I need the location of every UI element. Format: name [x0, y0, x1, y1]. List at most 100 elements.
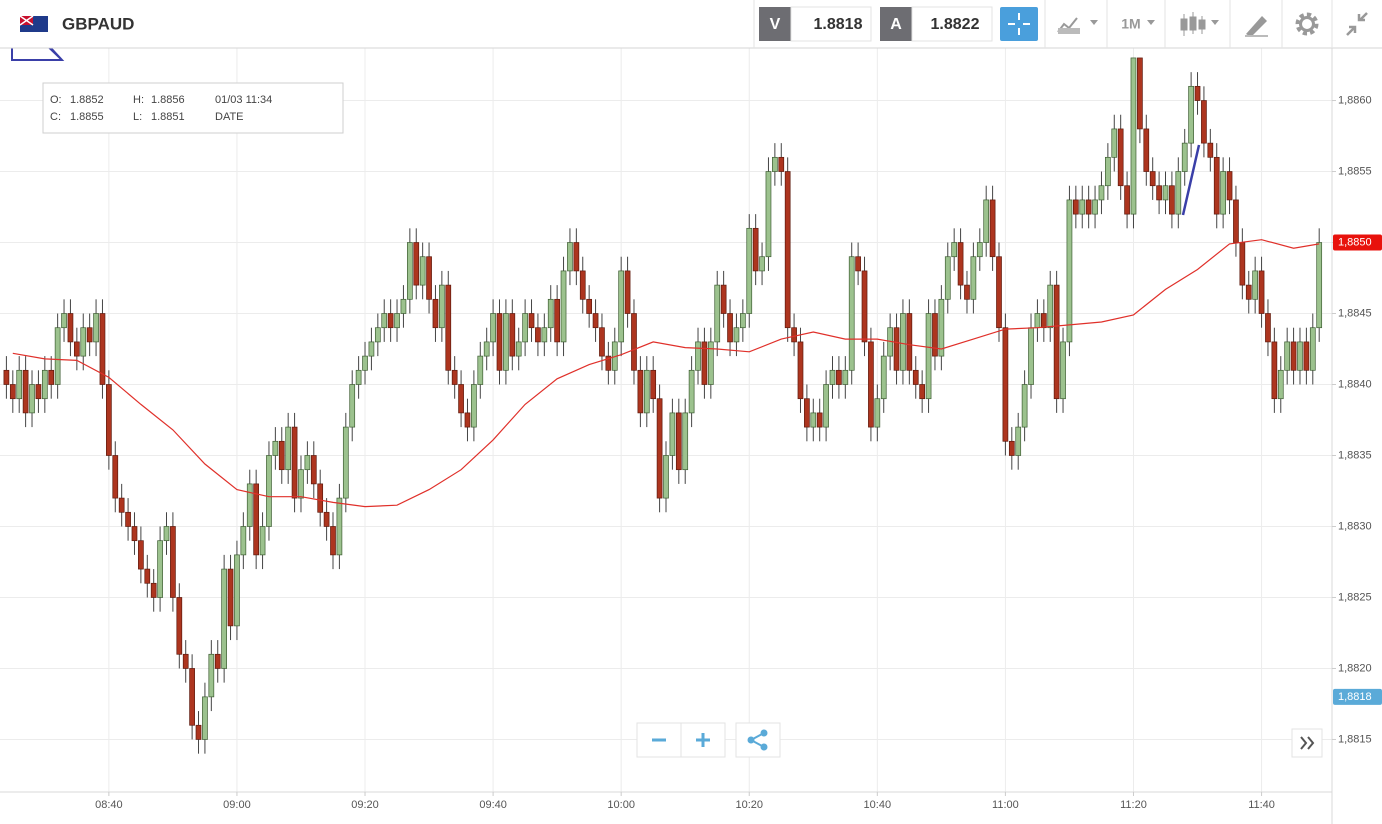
candle-body [61, 313, 67, 329]
candle-body [1316, 242, 1323, 329]
settings-button[interactable] [1295, 12, 1319, 36]
candle-body [1303, 341, 1310, 371]
draw-button[interactable] [1245, 16, 1268, 37]
crosshair-button[interactable] [1000, 7, 1038, 41]
scroll-latest-button[interactable] [1291, 728, 1323, 758]
candle-body [381, 313, 388, 329]
candle-body [9, 384, 16, 400]
candle-body [266, 455, 272, 527]
moving-average [12, 239, 1320, 508]
buy-button[interactable]: A 1.8822 [880, 6, 993, 42]
candle-body [746, 227, 753, 314]
candle-body [1239, 242, 1246, 286]
candle-body [675, 412, 682, 471]
candle-body [253, 483, 260, 556]
header [0, 0, 1382, 48]
candle-body [573, 242, 580, 272]
tooltip-date-label: DATE [215, 111, 244, 123]
tooltip-label: L: [133, 111, 142, 123]
candle-body [829, 369, 836, 385]
candle-body [41, 369, 48, 400]
candle-body [957, 242, 964, 286]
candle-body [1040, 313, 1047, 329]
candle-body [624, 270, 631, 314]
candle-body [515, 341, 522, 357]
candle-body [714, 284, 721, 343]
candle-body [1156, 185, 1162, 201]
candle-body [445, 284, 452, 371]
share-button[interactable] [735, 722, 781, 758]
candle-body [1169, 185, 1175, 215]
candle-body [1309, 327, 1316, 371]
drawn-line[interactable] [1181, 144, 1201, 216]
candle-body [1207, 142, 1214, 158]
candle-body [855, 256, 861, 272]
candle-body [464, 412, 471, 428]
candle-body [592, 313, 599, 329]
x-tick-label: 09:20 [351, 799, 379, 811]
candle-body [535, 327, 541, 343]
candle-body [842, 369, 849, 385]
candle-body [80, 327, 87, 357]
sell-button[interactable]: V 1.8818 [759, 6, 872, 42]
candle-body [374, 327, 381, 343]
chart-type-button[interactable] [1057, 17, 1098, 34]
y-tick-label: 1,8820 [1338, 662, 1372, 674]
candle-body [35, 384, 42, 400]
candle-body [900, 313, 906, 371]
timeframe-button[interactable]: 1M [1121, 16, 1155, 32]
candle-body [1085, 199, 1092, 215]
candle-body [240, 526, 247, 556]
ohlc-tooltip: O: 1.8852 H: 1.8856 01/03 11:34 C: 1.885… [42, 82, 344, 134]
candle-body [202, 696, 208, 740]
x-tick-label: 11:40 [1248, 799, 1275, 811]
candle-body [234, 554, 240, 627]
candle-body [189, 668, 195, 726]
candle-body [1060, 341, 1066, 400]
candle-body [1162, 185, 1169, 201]
candle-body [983, 199, 990, 243]
candle-body [1098, 185, 1105, 201]
candle-body [490, 313, 496, 343]
candle-body [406, 242, 413, 300]
candle-body [483, 341, 490, 357]
x-tick-label: 11:20 [1120, 799, 1147, 811]
candle-style-button[interactable] [1180, 12, 1219, 36]
candle-body [1143, 128, 1150, 172]
candle-body [3, 369, 10, 385]
x-tick-label: 09:40 [479, 799, 507, 811]
candle-body [906, 313, 913, 371]
candle-body [1220, 171, 1226, 215]
candle-body [650, 369, 657, 400]
zoom-in-button[interactable] [680, 722, 726, 758]
price-badge-label: 1,8818 [1338, 691, 1372, 703]
candle-body [938, 298, 945, 357]
candle-body [1277, 369, 1284, 400]
symbol: GBPAUD [62, 14, 134, 33]
candle-body [1252, 270, 1259, 300]
candle-body [48, 369, 55, 385]
candle-body [1245, 284, 1252, 300]
candle-body [355, 369, 362, 385]
tooltip-value: 1.8856 [151, 94, 185, 106]
collapse-button[interactable] [1346, 12, 1368, 36]
candle-body [759, 256, 765, 272]
candle-body [663, 455, 669, 499]
candle-body [880, 355, 887, 400]
candle-body [1188, 85, 1194, 144]
candle-body [554, 298, 560, 343]
candle-body [419, 256, 426, 286]
candle-body [567, 242, 573, 272]
candle-body [86, 327, 93, 343]
candle-body [1028, 327, 1034, 385]
candle-body [1130, 57, 1137, 215]
zoom-out-button[interactable] [636, 722, 682, 758]
candle-body [503, 313, 509, 371]
y-tick-label: 1,8815 [1338, 733, 1372, 745]
candle-body [1034, 313, 1041, 329]
price-badge [1333, 688, 1382, 705]
candle-body [989, 199, 996, 258]
candle-body [93, 313, 99, 343]
candle-body [656, 398, 663, 499]
